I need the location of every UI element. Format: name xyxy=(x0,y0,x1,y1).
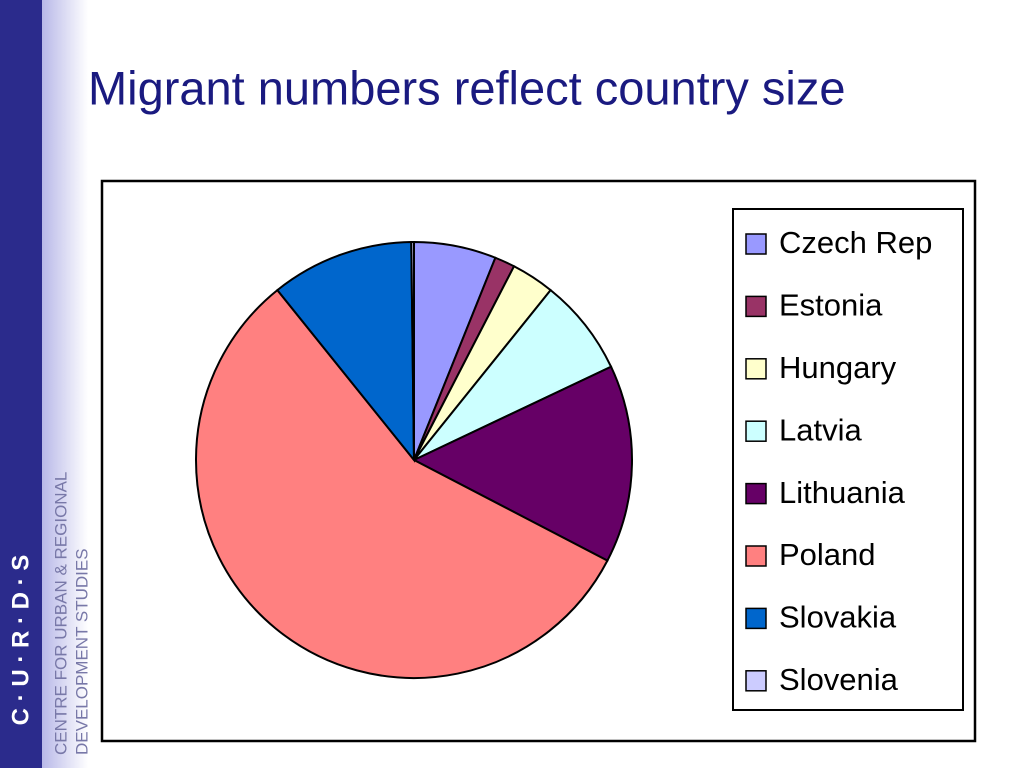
legend-label: Estonia xyxy=(779,288,883,323)
pie-slice xyxy=(195,288,609,679)
legend-label: Poland xyxy=(779,537,876,572)
legend-swatch xyxy=(745,545,767,567)
legend xyxy=(732,208,964,711)
branding-line: CENTRE FOR URBAN & REGIONAL xyxy=(51,472,70,755)
pie-slice xyxy=(411,365,633,562)
legend-label: Slovenia xyxy=(779,662,899,697)
legend-swatch xyxy=(745,295,767,318)
legend-swatch xyxy=(745,482,767,505)
legend-label: Latvia xyxy=(779,412,862,447)
logo: C · U · R · D · S xyxy=(7,555,34,726)
chart-title: Migrant numbers reflect country size xyxy=(88,61,846,114)
legend-swatch xyxy=(745,420,767,442)
legend-label: Hungary xyxy=(779,350,897,385)
legend-swatch xyxy=(745,358,767,380)
branding-line: DEVELOPMENT STUDIES xyxy=(72,548,91,755)
pie-slice xyxy=(410,240,415,461)
legend-label: Slovakia xyxy=(779,600,897,635)
legend-label: Czech Rep xyxy=(779,225,932,260)
sidebar-fade xyxy=(42,0,88,768)
legend-swatch xyxy=(745,233,767,255)
legend-swatch xyxy=(745,670,767,692)
legend-swatch xyxy=(745,607,767,630)
sidebar xyxy=(0,0,42,768)
legend-label: Lithuania xyxy=(779,475,906,510)
legend-items: Czech Rep Estonia Hungary Latvia Lithuania Po… xyxy=(745,225,932,697)
pie-slice xyxy=(275,241,416,463)
pie xyxy=(195,240,633,679)
